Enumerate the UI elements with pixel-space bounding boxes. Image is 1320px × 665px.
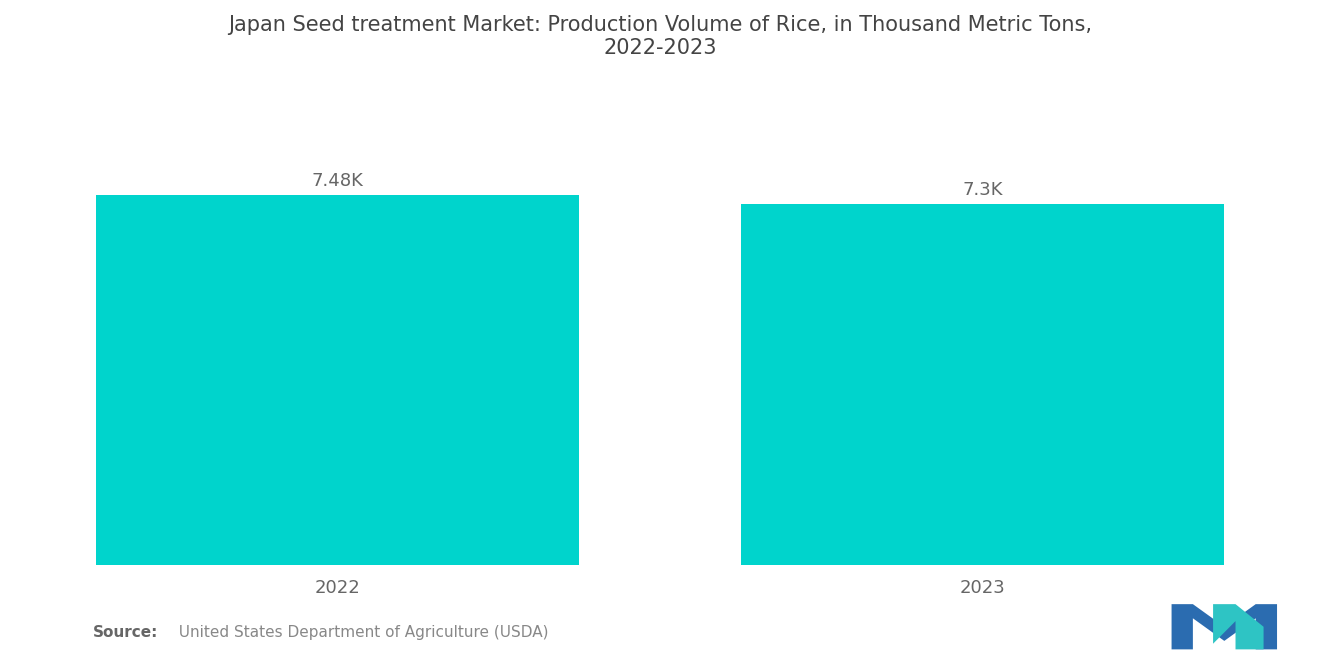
Title: Japan Seed treatment Market: Production Volume of Rice, in Thousand Metric Tons,: Japan Seed treatment Market: Production … bbox=[228, 15, 1092, 59]
Polygon shape bbox=[1213, 604, 1263, 649]
Text: United States Department of Agriculture (USDA): United States Department of Agriculture … bbox=[169, 624, 549, 640]
Text: 7.3K: 7.3K bbox=[962, 181, 1003, 199]
Text: Source:: Source: bbox=[92, 624, 158, 640]
Text: 7.48K: 7.48K bbox=[312, 172, 363, 190]
Bar bbox=[741, 203, 1225, 565]
Bar bbox=[95, 195, 579, 565]
Polygon shape bbox=[1172, 604, 1276, 649]
